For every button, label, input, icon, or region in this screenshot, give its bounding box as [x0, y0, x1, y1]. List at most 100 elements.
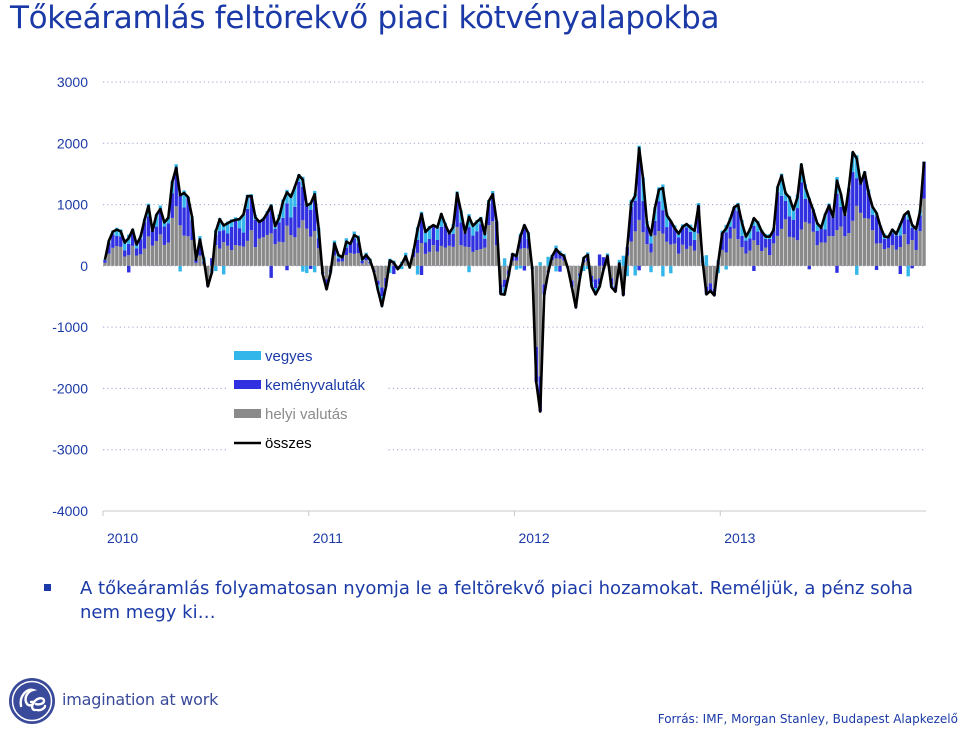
bar-kemenyvaluta	[463, 232, 467, 247]
bar-minor	[214, 265, 218, 272]
bar-kemenyvaluta	[130, 233, 135, 246]
bar-vegyes	[158, 205, 163, 209]
bar-helyi	[305, 228, 309, 266]
bar-minor	[558, 265, 562, 272]
bar-helyi	[443, 247, 447, 266]
bar-helyi	[130, 245, 135, 266]
bar-minor	[724, 265, 728, 270]
bar-helyi	[645, 244, 649, 266]
bar-helyi	[451, 246, 455, 266]
bar-minor	[301, 265, 305, 272]
bar-kemenyvaluta	[198, 241, 202, 256]
bar-kemenyvaluta	[831, 216, 835, 237]
bar-kemenyvaluta	[285, 203, 289, 226]
bar-helyi	[510, 260, 515, 266]
bar-minor	[400, 265, 404, 270]
bar-kemenyvaluta	[123, 250, 127, 257]
bar-minor	[538, 262, 542, 266]
bar-vegyes	[174, 164, 178, 168]
bar-vegyes	[779, 173, 784, 196]
bar-minor	[467, 265, 471, 273]
bar-helyi	[684, 248, 689, 266]
legend-background	[226, 340, 388, 462]
legend-label-kemenyvaluta: keményvaluták	[265, 377, 366, 394]
bar-minor	[704, 255, 709, 266]
bar-helyi	[677, 253, 681, 266]
bar-kemenyvaluta	[787, 216, 792, 237]
y-tick-label: -3000	[52, 442, 88, 458]
bar-kemenyvaluta	[439, 226, 443, 246]
bar-minor	[419, 265, 424, 275]
bar-helyi	[312, 230, 317, 266]
bar-vegyes	[748, 228, 752, 239]
bar-kemenyvaluta	[170, 193, 174, 218]
bar-kemenyvaluta	[724, 232, 728, 253]
bar-kemenyvaluta	[764, 239, 768, 248]
bar-helyi	[554, 258, 558, 266]
bar-helyi	[225, 245, 230, 266]
bar-kemenyvaluta	[289, 217, 293, 236]
bar-kemenyvaluta	[692, 239, 697, 251]
bar-helyi	[744, 253, 748, 266]
bar-kemenyvaluta	[158, 208, 163, 235]
bar-minor	[752, 265, 756, 271]
bar-helyi	[356, 253, 360, 266]
bar-helyi	[574, 265, 578, 300]
bar-helyi	[352, 253, 356, 266]
bar-helyi	[748, 250, 752, 266]
bar-helyi	[811, 231, 815, 266]
bar-helyi	[878, 243, 883, 266]
bar-vegyes	[225, 221, 230, 234]
bar-helyi	[815, 245, 819, 266]
bar-kemenyvaluta	[269, 205, 273, 234]
bar-minor	[597, 254, 602, 266]
bar-kemenyvaluta	[134, 248, 139, 256]
bar-kemenyvaluta	[479, 224, 483, 250]
bar-helyi	[301, 220, 305, 266]
bar-helyi	[340, 261, 345, 266]
bar-kemenyvaluta	[894, 235, 899, 250]
bar-vegyes	[740, 220, 744, 236]
bar-vegyes	[898, 223, 902, 236]
bar-helyi	[673, 243, 677, 266]
bar-kemenyvaluta	[316, 238, 321, 249]
x-tick-label: 2013	[724, 530, 755, 546]
bar-kemenyvaluta	[819, 227, 823, 243]
bar-kemenyvaluta	[684, 227, 689, 249]
bar-helyi	[368, 263, 372, 266]
bar-helyi	[637, 219, 641, 266]
bar-vegyes	[332, 240, 337, 244]
bar-helyi	[293, 237, 297, 266]
bar-helyi	[423, 253, 428, 266]
bar-vegyes	[791, 207, 796, 220]
bar-kemenyvaluta	[558, 253, 562, 259]
bar-helyi	[475, 250, 479, 266]
bar-vegyes	[870, 206, 875, 215]
bar-kemenyvaluta	[752, 226, 756, 241]
bar-kemenyvaluta	[356, 242, 360, 254]
bar-kemenyvaluta	[459, 222, 463, 246]
bar-helyi	[843, 236, 847, 266]
bar-helyi	[696, 233, 701, 266]
bar-helyi	[910, 240, 914, 266]
bar-kemenyvaluta	[471, 235, 475, 252]
bar-kemenyvaluta	[467, 227, 471, 248]
bar-kemenyvaluta	[427, 238, 432, 252]
bar-kemenyvaluta	[855, 178, 859, 206]
bar-helyi	[855, 205, 859, 266]
bar-helyi	[245, 240, 250, 266]
bar-vegyes	[403, 252, 408, 257]
bar-kemenyvaluta	[360, 260, 364, 264]
y-tick-label: 1000	[57, 197, 88, 213]
bar-kemenyvaluta	[688, 231, 693, 246]
bar-helyi	[218, 248, 222, 266]
bar-helyi	[146, 236, 151, 266]
bar-helyi	[597, 265, 602, 279]
bar-helyi	[562, 260, 566, 266]
bar-kemenyvaluta	[637, 156, 641, 220]
bar-kemenyvaluta	[661, 210, 665, 234]
legend-item-kemenyvaluta: keményvaluták	[234, 377, 366, 394]
bar-helyi	[214, 245, 218, 266]
bar-helyi	[237, 245, 242, 266]
bar-kemenyvaluta	[237, 228, 242, 246]
